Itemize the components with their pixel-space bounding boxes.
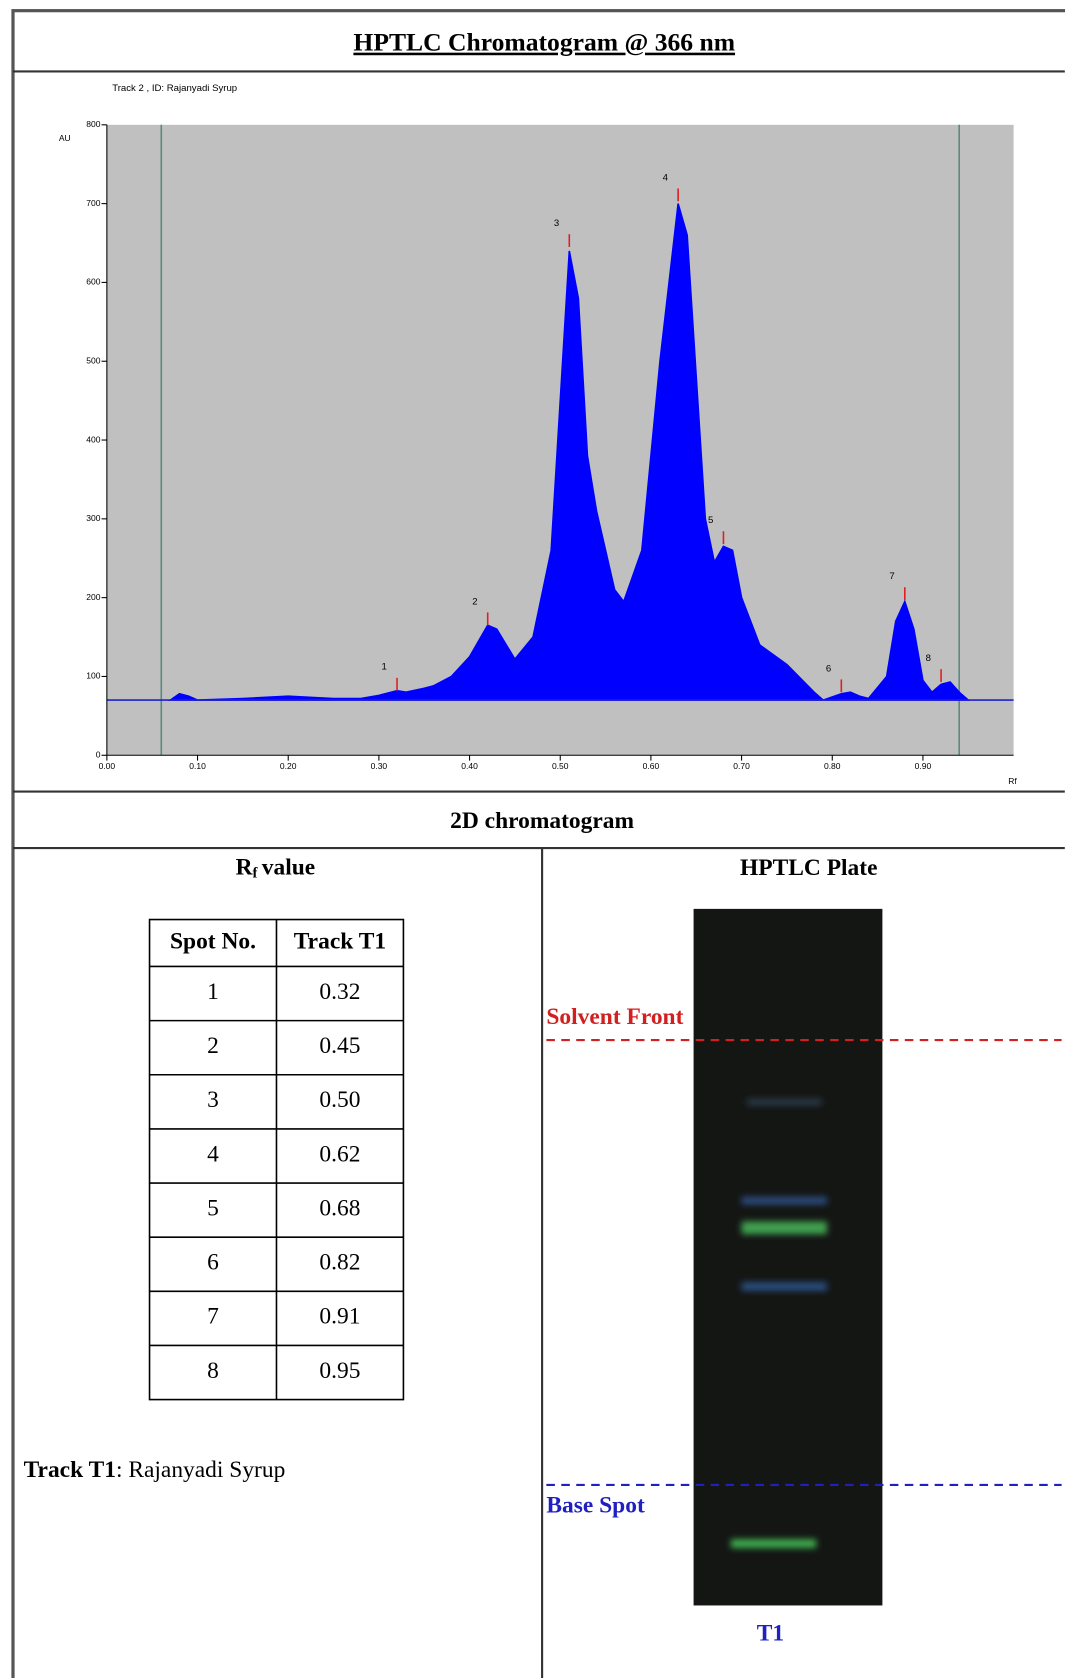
x-tick-label: 0.60 xyxy=(643,761,660,771)
x-tick-label: 0.30 xyxy=(371,761,388,771)
y-tick-label: 300 xyxy=(86,513,100,523)
y-tick-label: 800 xyxy=(86,119,100,129)
peak-label: 7 xyxy=(889,571,894,582)
table-cell: 6 xyxy=(207,1250,219,1276)
track-label: T1 xyxy=(757,1621,784,1647)
table-cell: 0.62 xyxy=(319,1141,360,1167)
plate-image xyxy=(693,908,883,1606)
y-axis-label: AU xyxy=(59,133,71,143)
column-header: Track T1 xyxy=(294,928,386,954)
table-cell: 3 xyxy=(207,1087,219,1113)
table-cell: 5 xyxy=(207,1195,219,1221)
plate-bands xyxy=(730,1098,827,1548)
x-tick-label: 0.70 xyxy=(733,761,750,771)
x-tick-label: 0.20 xyxy=(280,761,297,771)
peak-label: 6 xyxy=(826,663,831,674)
rf-table: Spot No. Track T1 1 0.32 2 0.45 3 0.50 4 0.62 5 0.6… xyxy=(148,918,405,1401)
table-cell: 0.82 xyxy=(319,1250,360,1276)
peak-label: 5 xyxy=(708,515,713,526)
table-cell: 1 xyxy=(207,979,219,1005)
table-cell: 8 xyxy=(207,1358,219,1384)
plate-title: HPTLC Plate xyxy=(740,855,877,881)
y-tick-label: 600 xyxy=(86,277,100,287)
track-note: Track T1: Rajanyadi Syrup xyxy=(24,1458,286,1484)
x-tick-label: 0.90 xyxy=(915,761,932,771)
x-axis-label: Rf xyxy=(1008,776,1017,786)
rf-heading: Rf value xyxy=(236,855,316,882)
y-tick-label: 0 xyxy=(96,750,101,760)
x-tick-label: 0.40 xyxy=(461,761,478,771)
y-tick-label: 100 xyxy=(86,671,100,681)
chart-subtitle: Track 2 , ID: Rajanyadi Syrup xyxy=(112,83,237,94)
peak-label: 3 xyxy=(554,218,559,229)
table-cell: 0.50 xyxy=(319,1087,360,1113)
peak-label: 2 xyxy=(472,596,477,607)
y-tick-label: 400 xyxy=(86,434,100,444)
y-tick-label: 200 xyxy=(86,592,100,602)
rf-symbol: R xyxy=(236,855,254,881)
rf-text: value xyxy=(262,855,315,881)
x-tick-label: 0.00 xyxy=(99,761,116,771)
note-text: : Rajanyadi Syrup xyxy=(116,1458,285,1484)
peak-label: 8 xyxy=(926,653,931,664)
rf-subscript: f xyxy=(253,866,259,882)
chromatogram: Track 2 , ID: Rajanyadi Syrup AU Rf 0 100 200… xyxy=(59,83,1018,786)
table-cell: 7 xyxy=(207,1304,219,1330)
section-title: 2D chromatogram xyxy=(450,808,634,834)
table-cell: 0.68 xyxy=(319,1195,360,1221)
page-title: HPTLC Chromatogram @ 366 nm xyxy=(353,28,735,57)
table-cell: 0.91 xyxy=(319,1304,360,1330)
solvent-front-label: Solvent Front xyxy=(546,1004,683,1030)
area xyxy=(167,203,971,702)
peak-label: 1 xyxy=(382,662,387,673)
table-cell: 0.32 xyxy=(319,979,360,1005)
table-cell: 2 xyxy=(207,1033,219,1059)
y-tick-label: 500 xyxy=(86,355,100,365)
table-cell: 0.95 xyxy=(319,1358,360,1384)
table-cell: 4 xyxy=(207,1141,219,1167)
note-label: Track T1 xyxy=(24,1458,116,1484)
base-spot-label: Base Spot xyxy=(546,1493,645,1519)
column-header: Spot No. xyxy=(170,928,256,954)
x-tick-label: 0.10 xyxy=(189,761,206,771)
y-tick-label: 700 xyxy=(86,198,100,208)
peak-label: 4 xyxy=(663,172,669,183)
table-cell: 0.45 xyxy=(319,1033,360,1059)
x-tick-label: 0.80 xyxy=(824,761,841,771)
x-tick-label: 0.50 xyxy=(552,761,569,771)
